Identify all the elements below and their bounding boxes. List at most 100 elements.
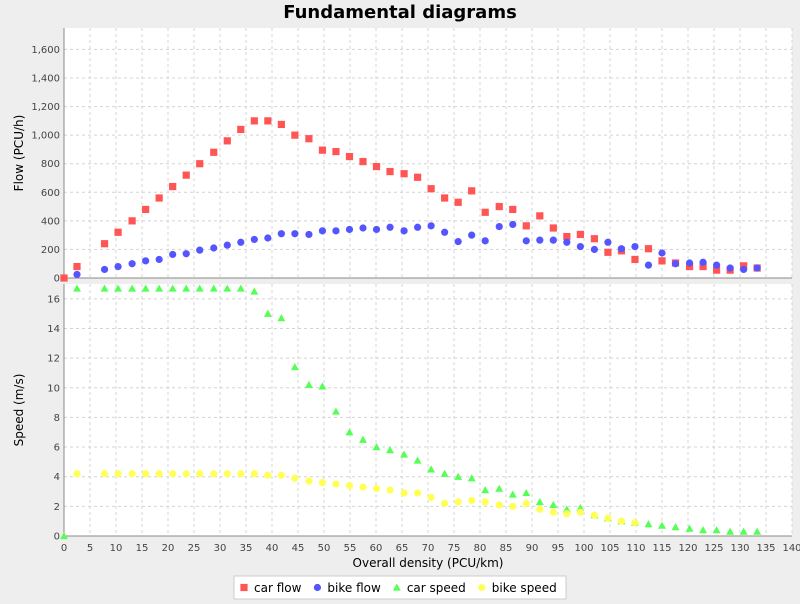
car-speed-point (685, 524, 694, 532)
bike-speed-point (522, 499, 530, 507)
bike-speed-point (468, 496, 476, 505)
car-speed-point (699, 526, 708, 534)
car-flow-point (210, 148, 218, 156)
bike-flow-point (590, 245, 599, 254)
bike-speed-point (73, 470, 81, 478)
x-tick-label: 115 (652, 543, 671, 554)
bike-speed-point (128, 470, 136, 478)
car-flow-point (264, 117, 272, 125)
bike-speed-point (481, 498, 489, 506)
bike-flow-legend-marker (313, 583, 322, 592)
y-tick-label: 12 (47, 354, 60, 365)
y-tick-label: 200 (41, 245, 60, 256)
bike-flow-point (250, 235, 258, 244)
car-flow-point (114, 228, 122, 236)
x-tick-label: 135 (756, 543, 775, 554)
car-speed-point (168, 284, 177, 292)
car-speed-point (739, 527, 748, 535)
bike-flow-point (549, 236, 557, 244)
car-speed-point (304, 380, 313, 388)
bike-flow-point (685, 259, 694, 267)
bike-flow-point (196, 246, 204, 254)
y-tick-label: 0 (54, 274, 60, 285)
bike-flow-point (142, 257, 150, 265)
legend-box (233, 575, 567, 600)
bike-flow-point (617, 245, 626, 253)
bike-speed-point (495, 501, 503, 509)
grid-layer (63, 28, 793, 537)
bike-speed-point (318, 479, 327, 487)
car-flow-point (441, 194, 449, 202)
x-tick-label: 110 (626, 543, 645, 554)
car-speed-point (290, 363, 299, 371)
bike-speed-point (617, 517, 626, 525)
bike-speed-point (359, 483, 367, 491)
car-flow-point (100, 240, 109, 248)
x-tick-label: 140 (782, 543, 800, 554)
bike-flow-point (713, 261, 721, 269)
car-speed-point (209, 284, 218, 292)
bike-flow-point (671, 260, 680, 268)
bike-flow-series (73, 220, 761, 279)
bike-flow-point (454, 237, 462, 246)
x-tick-label: 30 (214, 543, 227, 554)
bike-speed-point (509, 502, 517, 510)
car-speed-point (644, 520, 653, 528)
bike-speed-point (414, 489, 422, 497)
bike-speed-point (291, 474, 299, 482)
car-flow-point (359, 157, 367, 166)
car-flow-point (604, 248, 612, 256)
y-tick-label: 1,400 (31, 74, 60, 85)
car-flow-point (345, 152, 354, 161)
car-flow-point (481, 208, 489, 216)
bike-speed-point (400, 489, 408, 497)
x-tick-label: 15 (136, 543, 149, 554)
bike-flow-point (495, 222, 503, 231)
car-flow-point (699, 262, 707, 271)
bike-speed-point (182, 470, 190, 478)
car-speed-point (100, 284, 109, 292)
car-flow-point (631, 255, 639, 264)
bike-flow-point (305, 230, 313, 239)
y-tick-label: 1,200 (31, 102, 60, 113)
bike-speed-series (73, 470, 639, 527)
car-flow-point (237, 125, 245, 134)
bike-speed-point (155, 470, 163, 478)
bike-speed-point (631, 519, 639, 527)
car-speed-point (60, 532, 68, 540)
car-speed-point (236, 284, 245, 292)
car-flow-point (590, 235, 598, 243)
car-flow-point (644, 245, 653, 253)
bike-speed-point (441, 499, 449, 507)
bike-flow-point (100, 265, 109, 274)
bike-flow-point (658, 249, 666, 257)
x-tick-label: 45 (292, 543, 305, 554)
car-flow-point (495, 202, 503, 211)
bike-flow-point (277, 230, 285, 238)
axes-layer: 0 5 10 15 20 25 30 35 40 45 50 55 60 65 70 75 80 85 90 95 10… (12, 28, 800, 554)
y-tick-label: 1,600 (31, 45, 60, 56)
car-speed-point (549, 500, 558, 509)
car-flow-point (73, 262, 81, 271)
car-speed-legend-marker (392, 583, 401, 591)
car-flow-point (142, 205, 150, 214)
x-tick-label: 20 (162, 543, 175, 554)
x-tick-label: 80 (474, 543, 487, 554)
x-tick-label: 75 (448, 543, 461, 554)
bike-flow-point (345, 225, 354, 234)
bike-speed-point (169, 470, 177, 478)
y-tick-label: 2 (54, 502, 60, 513)
bike-flow-point (210, 244, 218, 252)
bike-speed-point (563, 510, 571, 518)
x-tick-label: 65 (396, 543, 409, 554)
x-tick-label: 100 (574, 543, 593, 554)
x-axis-label: Overall density (PCU/km) (353, 556, 504, 570)
car-speed-point (427, 465, 436, 473)
bike-speed-point (454, 498, 462, 506)
y-tick-label: 800 (41, 159, 60, 170)
car-flow-point (223, 137, 231, 145)
bike-flow-point (563, 238, 571, 246)
car-flow-point (454, 198, 462, 206)
